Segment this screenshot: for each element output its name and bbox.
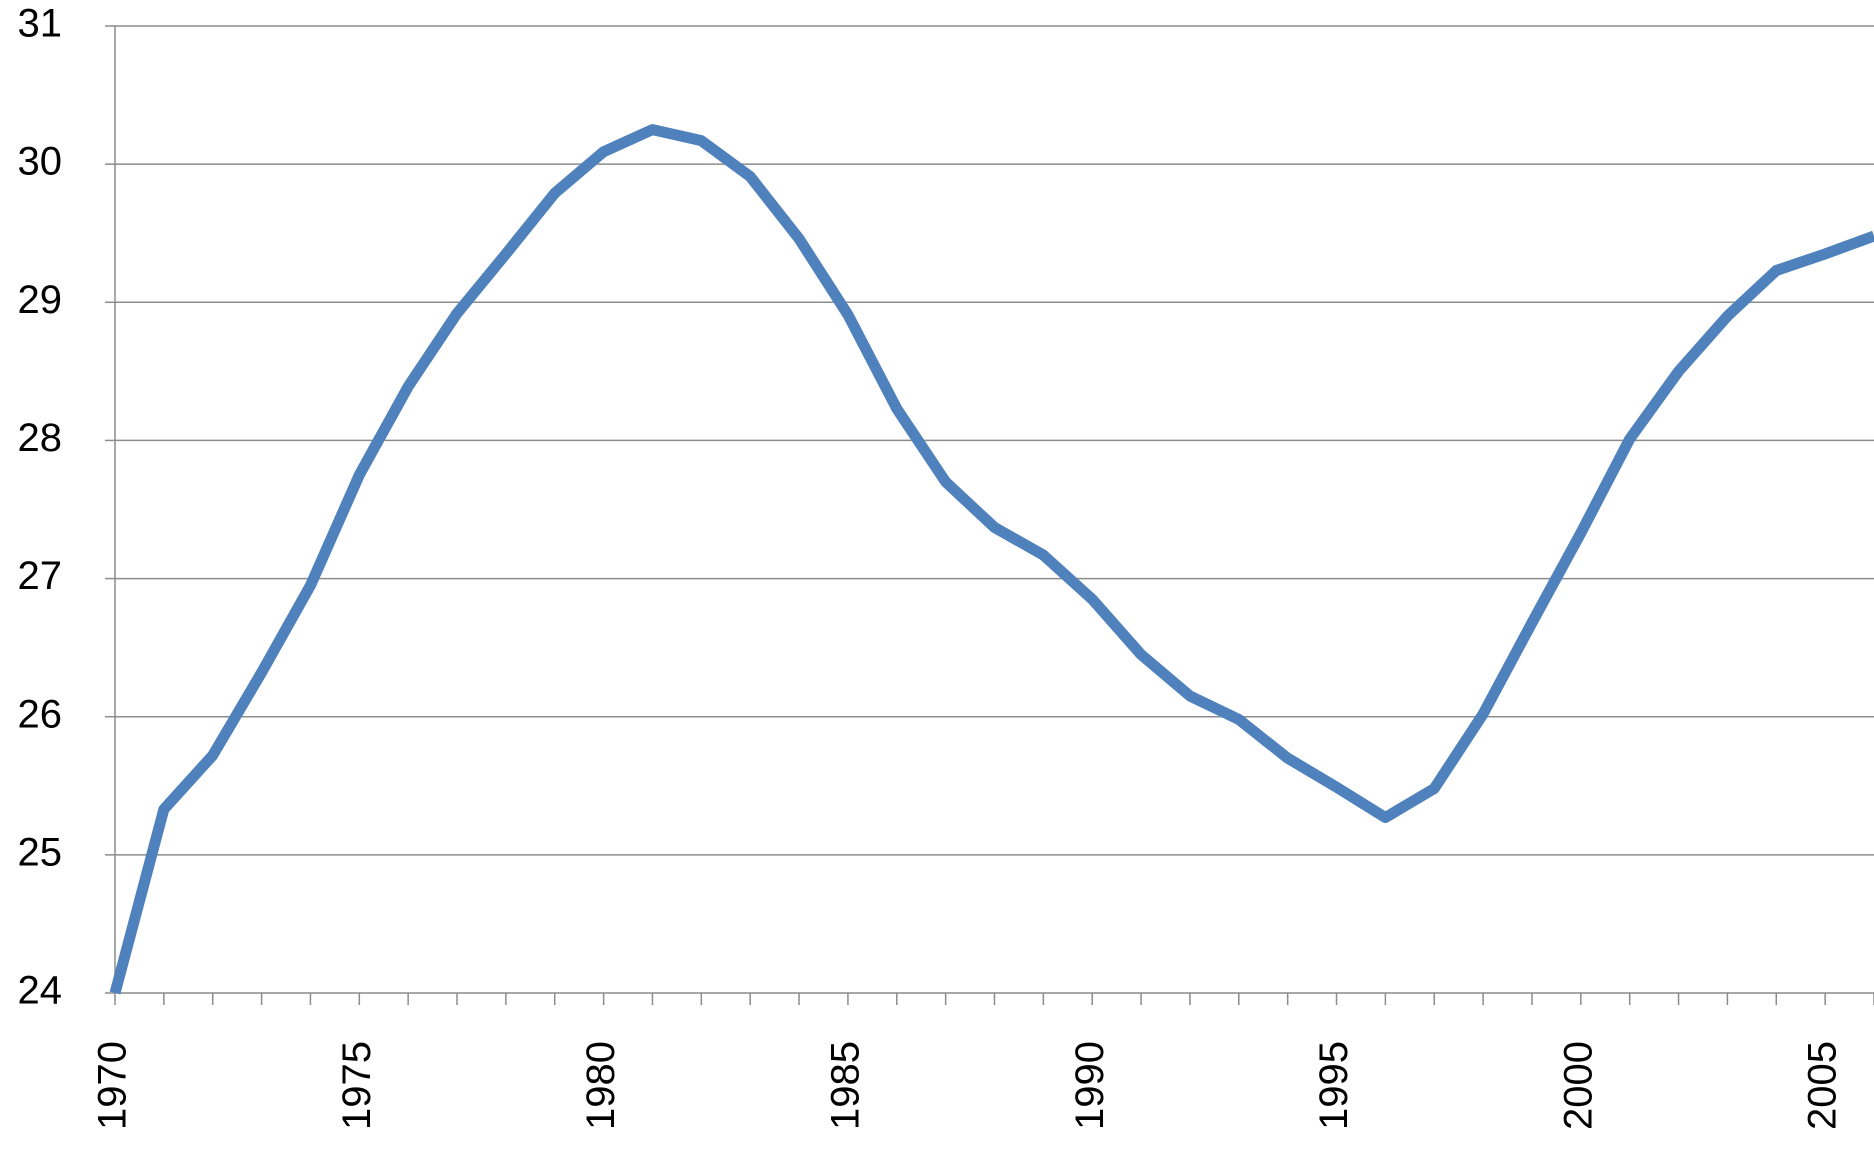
y-tick-label: 26 <box>18 692 63 736</box>
y-tick-label: 24 <box>18 969 63 1013</box>
x-tick-label: 2005 <box>1801 1041 1845 1130</box>
x-tick-label: 1975 <box>335 1041 379 1130</box>
x-tick-label: 1985 <box>823 1041 867 1130</box>
y-tick-label: 28 <box>18 416 63 460</box>
x-tick-label: 1990 <box>1068 1041 1112 1130</box>
y-tick-label: 27 <box>18 554 63 598</box>
x-tick-label: 1980 <box>579 1041 623 1130</box>
y-tick-label: 25 <box>18 830 63 874</box>
x-tick-label: 2000 <box>1556 1041 1600 1130</box>
y-tick-label: 31 <box>18 2 63 46</box>
y-tick-label: 30 <box>18 140 63 184</box>
x-tick-label: 1995 <box>1312 1041 1356 1130</box>
data-line <box>109 124 1874 995</box>
x-tick-label: 1970 <box>91 1041 135 1130</box>
y-tick-label: 29 <box>18 278 63 322</box>
